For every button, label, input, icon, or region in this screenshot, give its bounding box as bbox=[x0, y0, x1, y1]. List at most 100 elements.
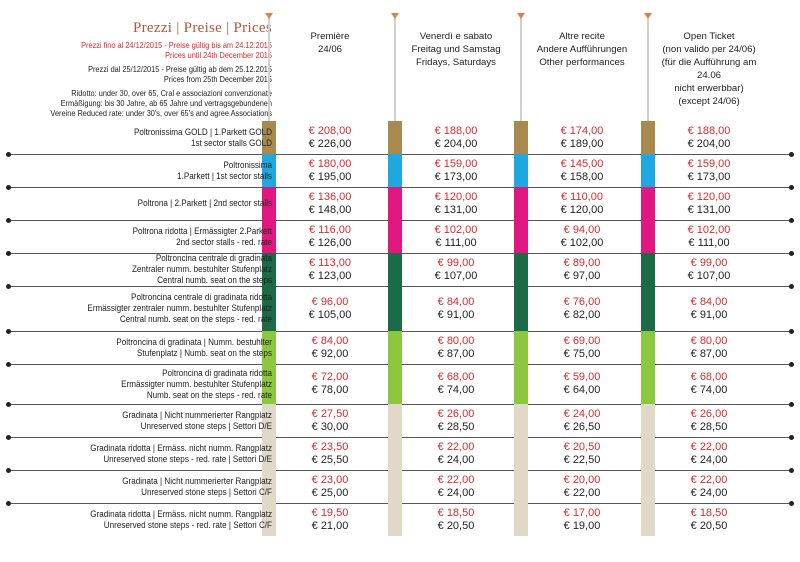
price-until-dec24: € 68,00 bbox=[690, 371, 728, 383]
column-header-line: Other performances bbox=[539, 57, 625, 68]
color-stripe bbox=[262, 437, 276, 470]
price-until-dec24: € 19,50 bbox=[311, 506, 349, 519]
price-cell: € 159,00 € 173,00 bbox=[654, 158, 764, 184]
color-stripe bbox=[388, 404, 402, 437]
column-header-line: Venerdì e sabato bbox=[419, 31, 493, 42]
color-stripe bbox=[514, 220, 528, 253]
bullet-dot bbox=[789, 468, 794, 473]
column-header: Première 24/06 bbox=[270, 30, 390, 56]
price-cell: € 59,00 € 64,00 bbox=[527, 371, 637, 397]
info-line: Prices from 25th December 2015 bbox=[163, 75, 272, 84]
column-divider bbox=[520, 18, 522, 121]
price-from-dec25: € 74,00 bbox=[690, 384, 728, 396]
price-until-dec24: € 99,00 bbox=[437, 256, 475, 269]
row-label-line: Central numb. seat on the steps bbox=[157, 275, 272, 285]
price-until-dec24: € 102,00 bbox=[434, 223, 478, 236]
price-until-dec24: € 110,00 bbox=[560, 190, 603, 203]
price-from-dec25: € 204,00 bbox=[434, 137, 478, 150]
price-until-dec24: € 20,50 bbox=[563, 440, 601, 453]
price-from-dec25: € 111,00 bbox=[435, 236, 477, 249]
price-from-dec25: € 204,00 bbox=[687, 137, 731, 150]
color-stripe bbox=[514, 437, 528, 470]
color-stripe bbox=[641, 286, 655, 331]
price-until-dec24: € 180,00 bbox=[308, 157, 352, 170]
color-stripe bbox=[641, 331, 655, 364]
price-until-dec24: € 159,00 bbox=[434, 157, 478, 170]
color-stripe bbox=[514, 404, 528, 437]
price-from-dec25: € 102,00 bbox=[560, 236, 604, 249]
price-until-dec24: € 80,00 bbox=[437, 334, 475, 347]
row-label-line: Ermässigter numm. bestuhlter Stufenplatz bbox=[121, 378, 273, 389]
row-label-line: Numb. seat on the steps - red. rate bbox=[146, 389, 272, 400]
row-label-line: Gradinata | Nicht nummerierter Rangplatz bbox=[122, 409, 272, 420]
price-until-dec24: € 24,00 bbox=[563, 407, 601, 420]
price-cell: € 159,00 € 173,00 bbox=[401, 158, 511, 184]
price-from-dec25: € 22,50 bbox=[563, 453, 601, 466]
price-from-dec25: € 126,00 bbox=[308, 236, 352, 249]
column-header-line: Fridays, Saturdays bbox=[416, 57, 496, 68]
price-cell: € 68,00 € 74,00 bbox=[654, 371, 764, 397]
column-divider bbox=[268, 18, 270, 121]
bullet-dot bbox=[789, 435, 794, 440]
color-stripe bbox=[262, 220, 276, 253]
row-label-line: 2nd sector stalls - red. rate bbox=[176, 236, 272, 247]
price-cell: € 84,00 € 91,00 bbox=[654, 296, 764, 322]
price-from-dec25: € 131,00 bbox=[687, 203, 731, 216]
info-line: Ermäßigung: bis 30 Jahre, ab 65 Jahre un… bbox=[60, 99, 272, 108]
bullet-dot bbox=[6, 251, 11, 256]
price-from-dec25: € 111,00 bbox=[688, 236, 730, 249]
column-divider bbox=[647, 18, 649, 121]
price-until-dec24: € 22,00 bbox=[437, 473, 475, 486]
price-from-dec25: € 158,00 bbox=[560, 170, 604, 183]
color-stripe bbox=[641, 364, 655, 404]
price-cell: € 94,00 € 102,00 bbox=[527, 224, 637, 250]
price-until-dec24: € 26,00 bbox=[437, 407, 475, 420]
price-cell: € 84,00 € 91,00 bbox=[401, 296, 511, 322]
color-stripe bbox=[388, 331, 402, 364]
price-cell: € 188,00 € 204,00 bbox=[654, 125, 764, 151]
column-header-line: (non valido per 24/06) bbox=[662, 44, 756, 55]
bullet-dot bbox=[789, 501, 794, 506]
price-until-dec24: € 208,00 bbox=[308, 124, 352, 137]
price-cell: € 208,00 € 226,00 bbox=[275, 125, 385, 151]
arrow-down-icon bbox=[644, 13, 652, 19]
price-cell: € 113,00 € 123,00 bbox=[275, 257, 385, 283]
row-label: Gradinata ridotta | Ermäss. nicht numm. … bbox=[27, 509, 272, 531]
price-cell: € 20,50 € 22,50 bbox=[527, 441, 637, 467]
price-until-dec24: € 22,00 bbox=[437, 440, 475, 453]
price-until-dec24: € 89,00 bbox=[563, 256, 601, 269]
column-header: Venerdì e sabato Freitag und Samstag Frida… bbox=[396, 30, 516, 69]
info-line: Ridotto: under 30, over 65, Cral e assoc… bbox=[71, 89, 272, 98]
price-until-dec24: € 27,50 bbox=[311, 407, 349, 420]
bullet-dot bbox=[789, 185, 794, 190]
bullet-dot bbox=[6, 362, 11, 367]
bullet-dot bbox=[6, 501, 11, 506]
price-until-dec24: € 84,00 bbox=[311, 334, 349, 347]
price-cell: € 19,50 € 21,00 bbox=[275, 507, 385, 533]
price-until-dec24: € 136,00 bbox=[308, 190, 352, 203]
column-header: Open Ticket (non valido per 24/06) (für di… bbox=[649, 30, 769, 108]
price-from-dec25: € 131,00 bbox=[434, 203, 478, 216]
price-from-dec25: € 91,00 bbox=[437, 308, 475, 321]
bullet-dot bbox=[789, 329, 794, 334]
row-label: Gradinata | Nicht nummerierter Rangplatz… bbox=[27, 476, 272, 498]
price-cell: € 110,00 € 120,00 bbox=[527, 191, 637, 217]
price-from-dec25: € 28,50 bbox=[690, 420, 728, 433]
price-from-dec25: € 195,00 bbox=[308, 170, 352, 183]
color-stripe bbox=[514, 154, 528, 187]
color-stripe bbox=[641, 253, 655, 286]
price-cell: € 76,00 € 82,00 bbox=[527, 296, 637, 322]
info-line: Prices until 24th December 2015 bbox=[165, 51, 272, 60]
color-stripe bbox=[514, 331, 528, 364]
price-cell: € 26,00 € 28,50 bbox=[654, 408, 764, 434]
row-label-line: Poltrona | 2.Parkett | 2nd sector stalls bbox=[137, 198, 272, 208]
row-label-line: Gradinata ridotta | Ermäss. nicht numm. … bbox=[90, 508, 272, 519]
color-stripe bbox=[641, 437, 655, 470]
price-until-dec24: € 22,00 bbox=[690, 440, 728, 453]
price-cell: € 68,00 € 74,00 bbox=[401, 371, 511, 397]
price-from-dec25: € 22,00 bbox=[563, 486, 601, 499]
price-until-dec24: € 68,00 bbox=[437, 371, 475, 383]
price-from-dec25: € 91,00 bbox=[690, 308, 728, 321]
row-label: Poltroncina centrale di gradinata ridott… bbox=[27, 292, 272, 325]
bullet-dot bbox=[6, 152, 11, 157]
